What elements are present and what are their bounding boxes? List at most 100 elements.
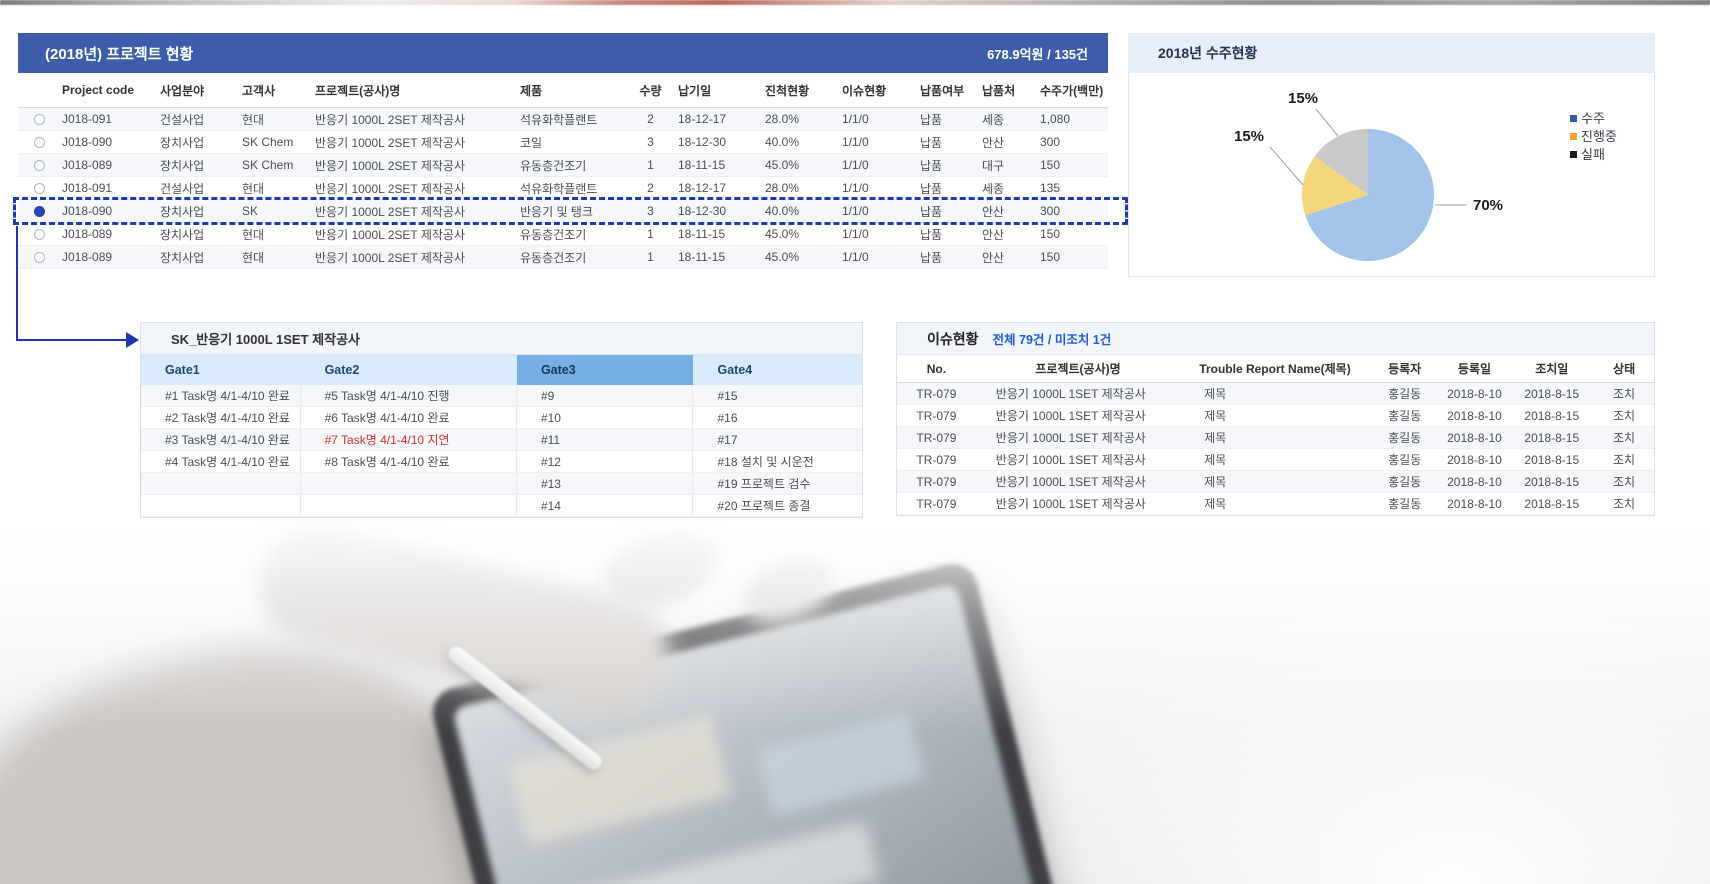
cell-issue: 1/1/0 xyxy=(842,158,869,172)
cell-order-amount: 150 xyxy=(1040,227,1061,241)
cell-registrant: 홍길동 xyxy=(1388,497,1422,511)
cell-gate1-task: #3 Task명 4/1-4/10 완료 xyxy=(141,429,301,450)
row-select[interactable] xyxy=(18,182,60,194)
radio-icon[interactable] xyxy=(33,136,45,148)
project-row[interactable]: J018-091 건설사업 현대 반응기 1000L 2SET 제작공사 석유화… xyxy=(18,108,1108,131)
cell-action-date: 2018-8-15 xyxy=(1524,474,1580,489)
cell-register-date: 2018-8-10 xyxy=(1447,386,1502,401)
radio-icon[interactable] xyxy=(33,113,45,125)
issue-row[interactable]: TR-079 반응기 1000L 1SET 제작공사 제목 홍길동 2018-8… xyxy=(897,383,1654,405)
radio-icon[interactable] xyxy=(33,159,45,171)
cell-action-date: 2018-8-15 xyxy=(1524,430,1580,445)
pie-label-failed: 15% xyxy=(1288,90,1318,107)
cell-business-area: 장치사업 xyxy=(160,204,205,219)
issue-status-panel: 이슈현황 전체 79건 / 미조치 1건 No. 프로젝트(공사)명 Troub… xyxy=(896,322,1655,516)
gate-row: #2 Task명 4/1-4/10 완료 #6 Task명 4/1-4/10 완… xyxy=(141,407,862,429)
col-action-date: 조치일 xyxy=(1535,362,1569,376)
selection-connector-arrow-icon xyxy=(126,332,139,348)
photo-hand xyxy=(0,586,550,884)
project-row[interactable]: J018-091 건설사업 현대 반응기 1000L 2SET 제작공사 석유화… xyxy=(18,177,1108,200)
radio-icon[interactable] xyxy=(33,228,45,240)
project-row[interactable]: J018-089 장치사업 현대 반응기 1000L 2SET 제작공사 유동층… xyxy=(18,246,1108,269)
cell-trouble-report: 제목 xyxy=(1204,387,1227,401)
col-product: 제품 xyxy=(520,83,543,98)
cell-progress: 45.0% xyxy=(765,227,800,241)
legend-label-won: 수주 xyxy=(1581,111,1605,126)
cell-registrant: 홍길동 xyxy=(1388,475,1422,489)
cell-quantity: 2 xyxy=(647,112,654,126)
col-register-date: 등록일 xyxy=(1457,362,1492,376)
cell-delivery-place: 안산 xyxy=(982,204,1005,219)
cell-project-code: J018-089 xyxy=(62,227,113,241)
cell-quantity: 2 xyxy=(647,181,654,195)
issue-panel-titlebar: 이슈현황 전체 79건 / 미조치 1건 xyxy=(897,323,1654,355)
selection-connector-line xyxy=(16,339,126,341)
cell-trouble-report: 제목 xyxy=(1204,475,1227,489)
project-status-panel: (2018년) 프로젝트 현황 678.9억원 / 135건 Project c… xyxy=(13,33,1128,269)
issue-row[interactable]: TR-079 반응기 1000L 1SET 제작공사 제목 홍길동 2018-8… xyxy=(897,471,1654,493)
cell-gate4-task: #17 xyxy=(717,432,738,447)
cell-project-code: J018-091 xyxy=(62,181,113,195)
cell-status: 조치 xyxy=(1613,475,1636,489)
issue-row[interactable]: TR-079 반응기 1000L 1SET 제작공사 제목 홍길동 2018-8… xyxy=(897,405,1654,427)
radio-icon[interactable] xyxy=(33,251,45,263)
project-row[interactable]: J018-089 장치사업 SK Chem 반응기 1000L 2SET 제작공… xyxy=(18,154,1108,177)
gate-row: #3 Task명 4/1-4/10 완료 #7 Task명 4/1-4/10 지… xyxy=(141,429,862,451)
project-panel-summary: 678.9억원 / 135건 xyxy=(987,46,1088,62)
project-table-body: J018-091 건설사업 현대 반응기 1000L 2SET 제작공사 석유화… xyxy=(13,108,1128,269)
issue-panel-summary[interactable]: 전체 79건 / 미조치 1건 xyxy=(992,333,1112,347)
issue-row[interactable]: TR-079 반응기 1000L 1SET 제작공사 제목 홍길동 2018-8… xyxy=(897,449,1654,471)
row-select[interactable] xyxy=(18,113,60,125)
cell-delivery-place: 안산 xyxy=(982,135,1005,150)
cell-due-date: 18-12-17 xyxy=(678,181,727,195)
row-select[interactable] xyxy=(18,251,60,263)
radio-icon[interactable] xyxy=(33,182,45,194)
row-select[interactable] xyxy=(18,205,60,217)
order-chart-body: 70% 15% 15% 수주 진행중 실패 xyxy=(1128,73,1655,277)
cell-status: 조치 xyxy=(1613,387,1636,401)
cell-status: 조치 xyxy=(1613,409,1636,423)
issue-row[interactable]: TR-079 반응기 1000L 1SET 제작공사 제목 홍길동 2018-8… xyxy=(897,427,1654,449)
cell-no: TR-079 xyxy=(916,474,957,489)
col-due-date: 납기일 xyxy=(678,83,712,98)
cell-business-area: 건설사업 xyxy=(160,181,205,196)
radio-icon[interactable] xyxy=(33,205,45,217)
cell-quantity: 1 xyxy=(647,250,654,264)
project-row[interactable]: J018-090 장치사업 SK Chem 반응기 1000L 2SET 제작공… xyxy=(18,131,1108,154)
cell-issue: 1/1/0 xyxy=(842,204,869,218)
cell-no: TR-079 xyxy=(916,408,957,423)
cell-customer: SK Chem xyxy=(242,158,294,172)
photo-finger xyxy=(592,516,728,620)
cell-business-area: 장치사업 xyxy=(160,158,205,173)
leader-line xyxy=(1269,146,1304,186)
col-gate2: Gate2 xyxy=(300,355,517,385)
row-select[interactable] xyxy=(18,159,60,171)
chart-legend: 수주 진행중 실패 xyxy=(1570,111,1617,162)
cell-register-date: 2018-8-10 xyxy=(1447,408,1502,423)
photo-finger xyxy=(732,544,843,636)
cell-project-name: 반응기 1000L 2SET 제작공사 xyxy=(315,135,466,150)
project-row[interactable]: J018-090 장치사업 SK 반응기 1000L 2SET 제작공사 반응기… xyxy=(13,197,1128,225)
cell-order-amount: 1,080 xyxy=(1040,112,1071,126)
cell-issue: 1/1/0 xyxy=(842,227,869,241)
row-select[interactable] xyxy=(18,228,60,240)
cell-gate4-task: #16 xyxy=(717,410,738,425)
cell-registrant: 홍길동 xyxy=(1388,409,1422,423)
gate-table-header: Gate1 Gate2 Gate3 Gate4 xyxy=(141,355,862,385)
cell-trouble-report: 제목 xyxy=(1204,453,1227,467)
photo-fade xyxy=(0,505,1710,884)
cell-product: 석유화학플랜트 xyxy=(520,181,598,196)
cell-order-amount: 150 xyxy=(1040,158,1061,172)
row-select[interactable] xyxy=(18,136,60,148)
cell-delivery-place: 대구 xyxy=(982,158,1005,173)
cell-registrant: 홍길동 xyxy=(1388,453,1422,467)
cell-gate4-task: #15 xyxy=(717,388,738,403)
cell-gate3-task: #14 xyxy=(517,495,694,516)
cell-progress: 28.0% xyxy=(765,112,800,126)
cell-customer: 현대 xyxy=(242,112,265,127)
project-row[interactable]: J018-089 장치사업 현대 반응기 1000L 2SET 제작공사 유동층… xyxy=(18,223,1108,246)
cell-issue: 1/1/0 xyxy=(842,112,869,126)
gate-row: #14 #20 프로젝트 종결 xyxy=(141,495,862,517)
issue-row[interactable]: TR-079 반응기 1000L 1SET 제작공사 제목 홍길동 2018-8… xyxy=(897,493,1654,515)
cell-trouble-report: 제목 xyxy=(1204,431,1227,445)
